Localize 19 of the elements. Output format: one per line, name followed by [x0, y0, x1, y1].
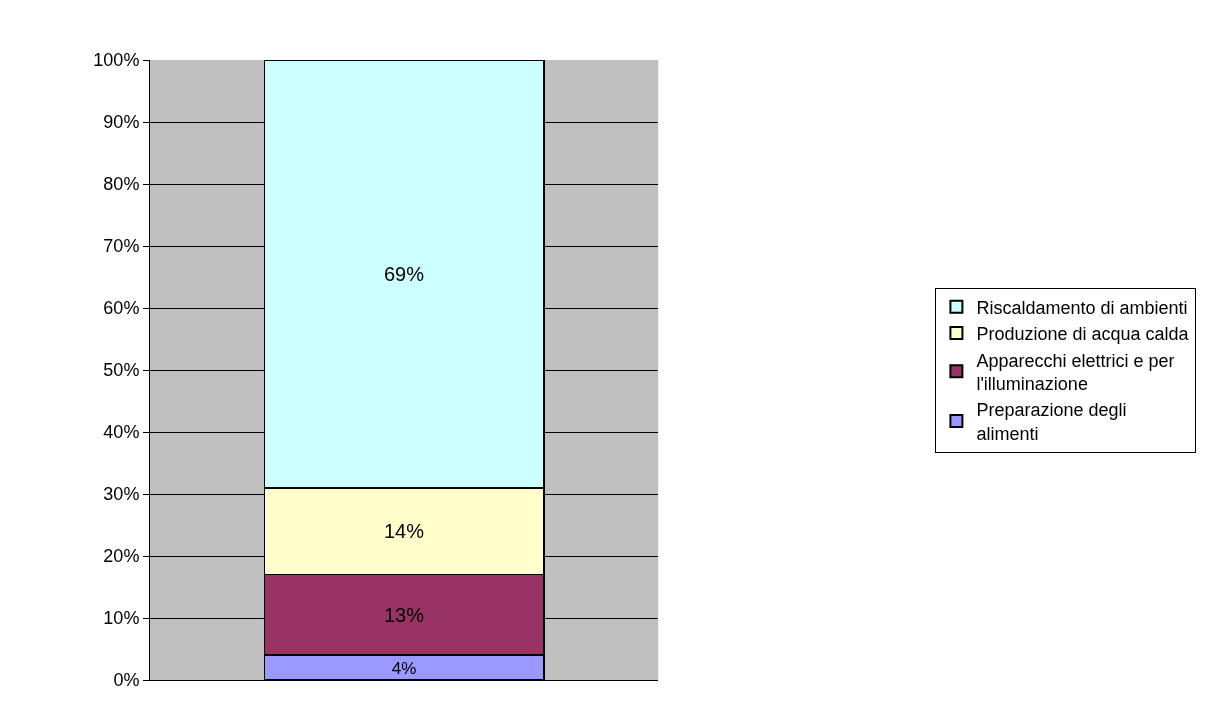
data-label: 4%	[391, 658, 417, 678]
y-tick-label: 0%	[113, 670, 140, 691]
legend-label: Riscaldamento di ambienti	[976, 297, 1188, 318]
legend-label: Apparecchi elettrici e per l'illuminazione	[976, 350, 1175, 394]
y-tick-label: 40%	[103, 422, 140, 443]
y-tick-label: 100%	[93, 50, 140, 71]
data-label: 13%	[383, 603, 425, 626]
data-label: 14%	[383, 520, 425, 543]
y-tick-label: 30%	[103, 484, 140, 505]
y-tick-label: 50%	[103, 360, 140, 381]
y-tick-label: 10%	[103, 608, 140, 629]
data-label: 69%	[383, 262, 425, 285]
y-tick-label: 80%	[103, 174, 140, 195]
y-tick-label: 60%	[103, 298, 140, 319]
y-tick-label: 90%	[103, 112, 140, 133]
y-tick-label: 70%	[103, 236, 140, 257]
legend-label: Produzione di acqua calda	[976, 324, 1190, 345]
legend-label: Preparazione degli alimenti	[976, 400, 1127, 444]
y-tick-label: 20%	[103, 546, 140, 567]
